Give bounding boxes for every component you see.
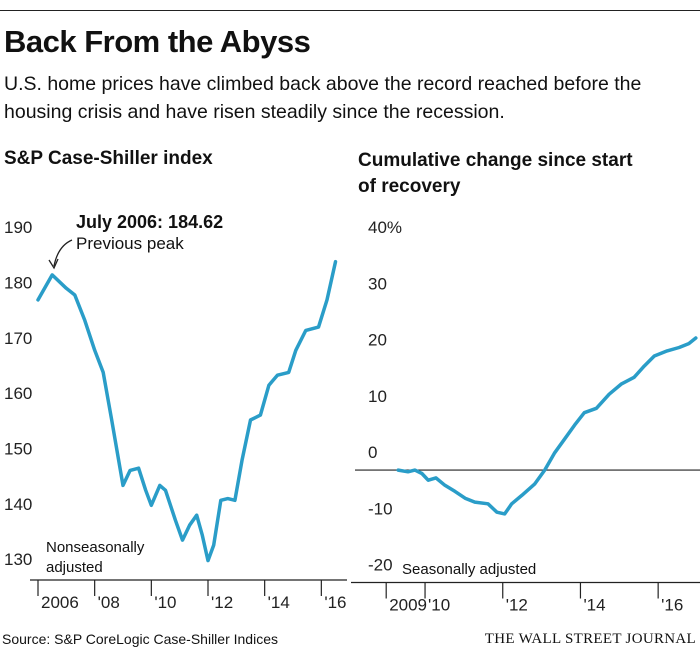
x-tick-label: '14	[268, 593, 290, 612]
y-tick-label: 20	[368, 331, 387, 350]
y-tick-label: 170	[4, 329, 32, 348]
data-line	[396, 336, 698, 516]
y-tick-label: 160	[4, 384, 32, 403]
x-tick-label: '16	[324, 593, 346, 612]
y-tick-label: 130	[4, 550, 32, 569]
y-tick-label: 0	[368, 443, 377, 462]
x-tick-label: '08	[98, 593, 120, 612]
title: Back From the Abyss	[4, 24, 311, 59]
y-tick-label: 30	[368, 274, 387, 293]
annotation: Previous peak	[76, 234, 184, 253]
chart-title: S&P Case-Shiller index	[4, 148, 213, 169]
subtitle: U.S. home prices have climbed back above…	[4, 73, 642, 123]
x-tick-label: '14	[583, 596, 605, 615]
annotation: Seasonally adjusted	[402, 561, 537, 578]
y-tick-label: 140	[4, 495, 32, 514]
annotation: July 2006: 184.62	[76, 212, 224, 232]
top-rule	[0, 10, 700, 11]
y-tick-label: 180	[4, 273, 32, 292]
x-tick-label: '10	[428, 596, 450, 615]
source: Source: S&P CoreLogic Case-Shiller Indic…	[2, 631, 278, 647]
x-tick-label: '10	[154, 593, 176, 612]
x-tick-label: '16	[661, 596, 683, 615]
x-tick-label: '12	[506, 596, 528, 615]
y-tick-label: 150	[4, 440, 32, 459]
y-tick-label: 190	[4, 218, 32, 237]
arrow-head	[48, 258, 59, 270]
x-tick-label: 2006	[41, 593, 79, 612]
y-tick-label: -20	[368, 556, 393, 575]
x-tick-label: 2009	[389, 596, 427, 615]
y-tick-label: -10	[368, 499, 393, 518]
data-line	[36, 259, 338, 563]
annotation: Nonseasonally adjusted	[46, 539, 145, 576]
y-tick-label: 10	[368, 387, 387, 406]
y-tick-label: 40%	[368, 218, 402, 237]
chart-title: Cumulative change since start of recover…	[358, 150, 633, 197]
annotation-arrow	[53, 239, 73, 267]
x-tick-label: '12	[211, 593, 233, 612]
publisher: THE WALL STREET JOURNAL	[484, 631, 696, 647]
